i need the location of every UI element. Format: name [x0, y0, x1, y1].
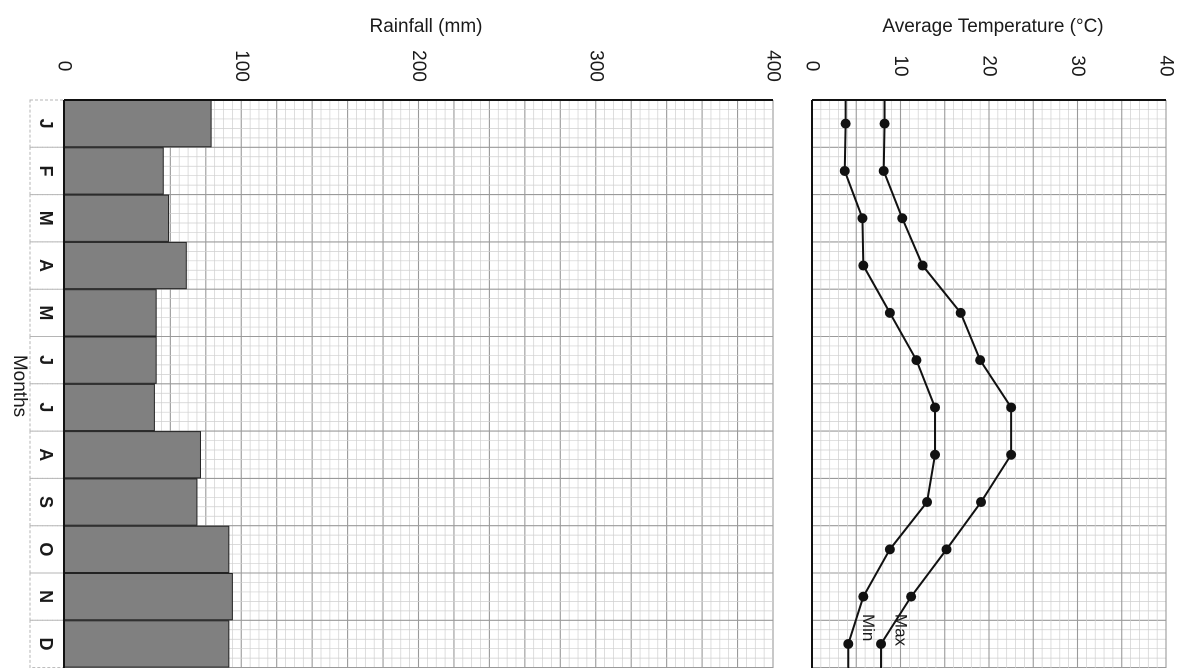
month-label: D	[36, 637, 56, 650]
temperature-point-max	[1006, 449, 1017, 460]
temperature-point-min	[858, 260, 869, 271]
temperature-title: Average Temperature (°C)	[882, 16, 1103, 37]
temperature-point-max	[941, 544, 952, 555]
temperature-point-min	[839, 165, 850, 176]
rainfall-title: Rainfall (mm)	[370, 16, 483, 37]
temperature-point-min	[930, 449, 941, 460]
rainfall-bar	[63, 194, 170, 242]
temperature-tick-label: 0	[802, 61, 823, 72]
rainfall-bar	[63, 289, 157, 337]
temperature-tick-label: 10	[890, 55, 911, 76]
rainfall-bar	[63, 336, 157, 384]
temperature-tick-label: 30	[1067, 55, 1088, 76]
temperature-point-max	[975, 355, 986, 366]
month-label: N	[36, 590, 56, 603]
temperature-point-max	[876, 638, 887, 649]
rainfall-bar	[63, 478, 198, 526]
temperature-lines	[839, 100, 1017, 668]
rainfall-bar	[63, 241, 187, 290]
temperature-point-max	[955, 307, 966, 318]
temperature-point-min	[911, 355, 922, 366]
month-label: S	[36, 496, 56, 508]
rainfall-bars	[63, 100, 233, 668]
month-label: A	[36, 259, 56, 272]
rainfall-tick-label: 400	[763, 50, 784, 82]
rainfall-tick-label: 300	[585, 50, 606, 82]
temperature-point-min	[843, 638, 854, 649]
temperature-grid	[811, 99, 1167, 668]
temperature-point-min	[922, 497, 933, 508]
temperature-point-max	[1006, 402, 1017, 413]
rainfall-tick-label: 200	[408, 50, 429, 82]
temperature-point-max	[976, 497, 987, 508]
temperature-point-max	[897, 213, 908, 224]
month-label: J	[36, 402, 56, 412]
temperature-point-max	[917, 260, 928, 271]
month-label: M	[36, 211, 56, 226]
temperature-point-max	[906, 591, 917, 602]
series-label-min: Min	[859, 614, 878, 641]
series-label-max: Max	[892, 614, 911, 647]
temperature-point-max	[878, 165, 889, 176]
temperature-point-max	[879, 118, 890, 129]
temperature-line-min	[843, 100, 937, 668]
month-label: A	[36, 448, 56, 461]
month-label: F	[36, 165, 56, 176]
temperature-point-min	[884, 307, 895, 318]
month-label: J	[36, 355, 56, 365]
temperature-line-max	[880, 100, 1013, 668]
chart-axes	[29, 99, 1166, 668]
rainfall-bar	[63, 620, 230, 668]
temperature-point-min	[930, 402, 941, 413]
temperature-point-min	[840, 118, 851, 129]
month-label: M	[36, 305, 56, 320]
rainfall-tick-label: 0	[54, 61, 75, 72]
rainfall-bar	[63, 573, 233, 621]
rainfall-bar	[63, 431, 201, 479]
month-label: J	[36, 119, 56, 129]
rainfall-bar	[63, 147, 164, 195]
rainfall-tick-label: 100	[231, 50, 252, 82]
rainfall-bar	[63, 383, 155, 432]
temperature-point-min	[857, 213, 868, 224]
rainfall-bar	[63, 100, 212, 148]
chart-labels: Rainfall (mm) Average Temperature (°C) M…	[9, 16, 1177, 650]
rainfall-bar	[63, 525, 230, 574]
temperature-point-min	[884, 544, 895, 555]
month-label: O	[36, 542, 56, 556]
temperature-tick-label: 40	[1156, 55, 1177, 76]
temperature-point-min	[858, 591, 869, 602]
temperature-tick-label: 20	[979, 55, 1000, 76]
months-axis-label: Months	[9, 355, 30, 417]
